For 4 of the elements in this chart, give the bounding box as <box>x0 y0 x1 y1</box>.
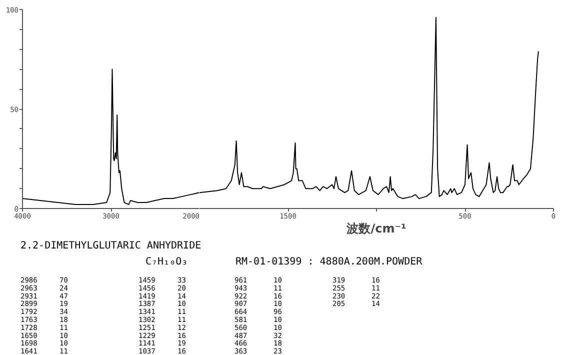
x-axis-title: 波数/cm⁻¹ <box>346 222 406 236</box>
text: 2.2-DIMETHYLGLUTARIC ANHYDRIDE <box>20 240 202 252</box>
text: RM-01-01399 : 4880A.200M.POWDER <box>236 256 424 268</box>
text: C₇H₁₀O₃ <box>146 256 188 268</box>
